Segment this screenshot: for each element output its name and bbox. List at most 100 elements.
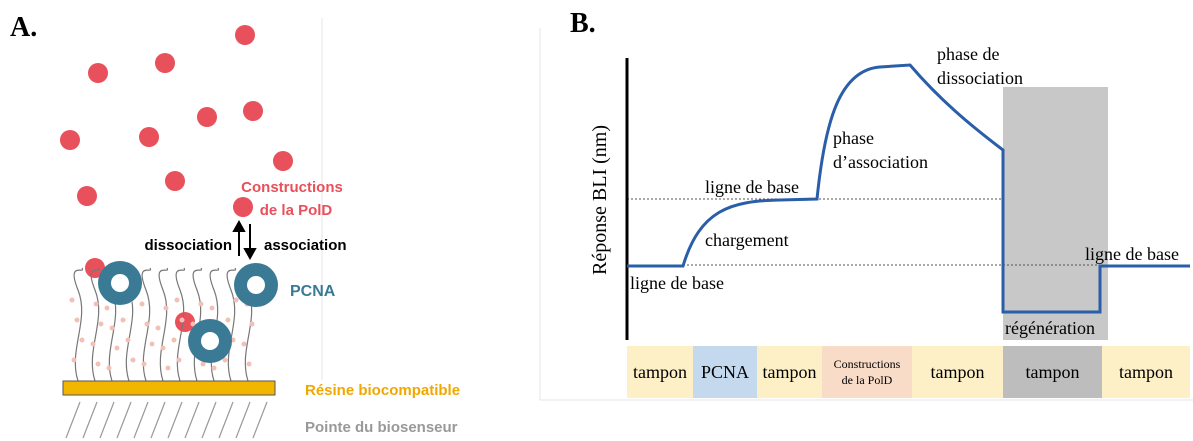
strand [141,267,152,382]
annotation: phase de [937,44,999,64]
annotation: ligne de base [630,273,724,293]
polymer-strands [69,267,255,382]
pink-dot [90,341,96,347]
hatch-line [252,401,268,439]
hatch-line [184,401,200,439]
ligand-label: de la PolD [260,202,333,219]
arrows [232,219,257,261]
particle [85,258,105,278]
pink-dot [225,317,231,323]
pink-dot [109,325,115,331]
particle [235,25,255,45]
pink-dot [211,365,217,371]
pink-dot [176,357,182,363]
tip-hatch [65,401,268,439]
hatch-line [65,401,81,439]
bli-trace [627,63,1190,314]
annotation: dissociation [937,68,1023,88]
pink-dot [174,297,180,303]
ligand-particles [60,25,293,332]
pink-dot [209,305,215,311]
step-label: tampon [633,362,687,382]
annotation: phase [833,128,874,148]
pink-dot [104,305,110,311]
pcna-hole [247,276,265,294]
pink-dot [106,365,112,371]
step-box [757,346,822,398]
ligand-label: Constructions [241,179,343,196]
pink-dot [69,297,75,303]
pink-dot [200,361,206,367]
pcna-label: PCNA [290,283,336,300]
step-box [822,346,912,398]
step-box [627,346,693,398]
pink-dot [198,301,204,307]
pcna-hole [201,332,219,350]
strand [90,267,101,382]
step-label: PCNA [701,362,749,382]
association-label: association [264,237,347,254]
hatch-line [167,401,183,439]
pink-dot [125,337,131,343]
pink-dot [79,337,85,343]
pink-dot [241,341,247,347]
pink-dot [144,321,150,327]
pink-dot [95,361,101,367]
pink-dot [163,305,169,311]
pink-dot [149,341,155,347]
pink-dot [190,321,196,327]
step-label: de la PolD [842,373,893,387]
step-label: tampon [931,362,985,382]
panel-label: A. [10,12,37,43]
hatch-line [116,401,132,439]
particle [139,127,159,147]
strand [73,267,84,382]
pink-dot [179,317,185,323]
hatch-line [150,401,166,439]
strand [226,267,237,382]
hatch-line [218,401,234,439]
particle [60,130,80,150]
pink-dot [71,357,77,363]
particle [197,107,217,127]
strand [175,267,186,382]
particle [175,312,195,332]
particle [243,101,263,121]
pink-dot [120,317,126,323]
step-box [693,346,757,398]
pink-dot [155,325,161,331]
annotation: chargement [705,230,789,250]
pink-dot [160,345,166,351]
tip-label: Pointe du biosenseur [305,419,458,436]
regeneration-zone [1003,87,1108,340]
y-axis-label: Réponse BLI (nm) [589,125,611,275]
pink-dot [93,301,99,307]
hatch-line [99,401,115,439]
resin-label: Résine biocompatible [305,382,460,399]
step-label: tampon [1119,362,1173,382]
pink-dot [249,321,255,327]
particle [155,53,175,73]
particle [88,63,108,83]
particle [165,171,185,191]
hatch-line [235,401,251,439]
pink-dot [139,301,145,307]
pink-dot [74,317,80,323]
annotation: régénération [1005,318,1095,338]
panel-label: B. [570,8,596,39]
pink-dot [141,361,147,367]
annotations: ligne de base chargement ligne de base phas… [630,44,1179,338]
buffer-steps: tampon PCNA tampon Constructions de la PolD t… [627,346,1190,398]
pink-dot [98,321,104,327]
hatch-line [133,401,149,439]
pink-dot [171,337,177,343]
hatch-line [201,401,217,439]
hatch-line [82,401,98,439]
step-box [912,346,1003,398]
step-label: Constructions [834,357,901,371]
pink-dot [222,357,228,363]
resin-layer [62,380,276,396]
pcna-rings [98,261,278,363]
annotation: ligne de base [1085,244,1179,264]
